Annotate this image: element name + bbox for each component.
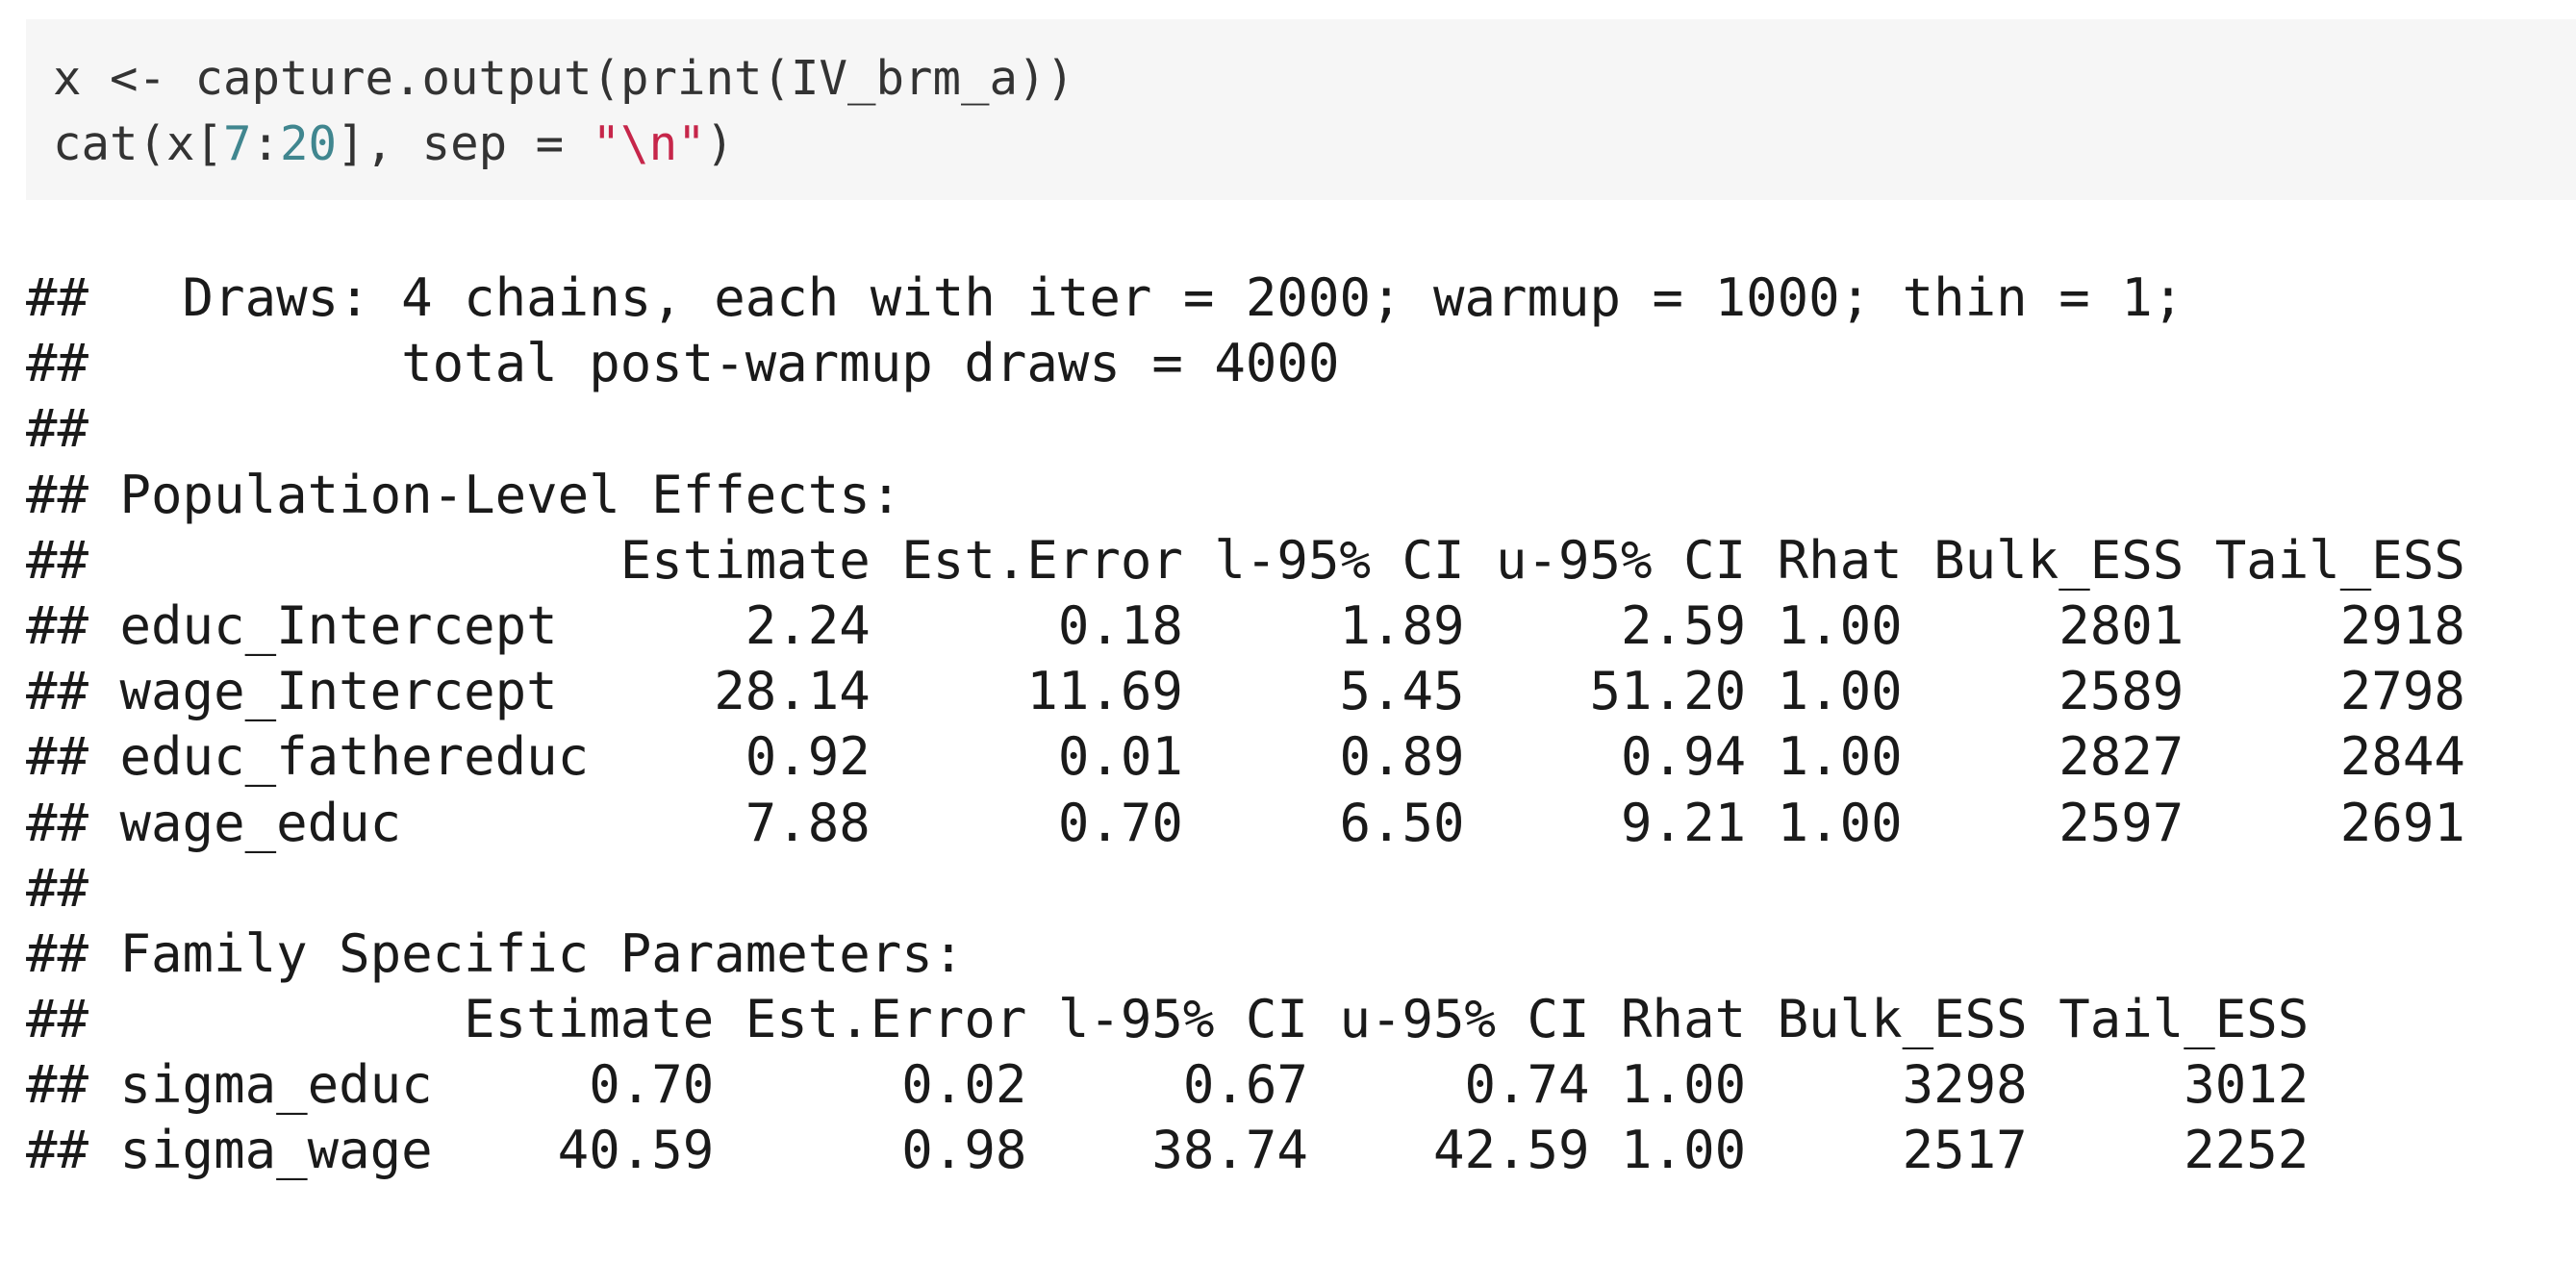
output-table-row: ## wage_educ 7.88 0.70 6.50 9.21 1.00 25… xyxy=(26,792,2465,853)
output-table-row: ## educ_Intercept 2.24 0.18 1.89 2.59 1.… xyxy=(26,594,2465,656)
code-token: ) xyxy=(705,116,735,171)
code-token: : xyxy=(251,116,281,171)
code-number-token: 20 xyxy=(280,116,338,171)
output-table-row: ## wage_Intercept 28.14 11.69 5.45 51.20… xyxy=(26,661,2465,722)
output-line: ## total post-warmup draws = 4000 xyxy=(26,333,1340,394)
output-line: ## Draws: 4 chains, each with iter = 200… xyxy=(26,267,2185,328)
output-table-row: ## sigma_wage 40.59 0.98 38.74 42.59 1.0… xyxy=(26,1120,2310,1181)
output-line: ## xyxy=(26,398,89,460)
console-output: ## Draws: 4 chains, each with iter = 200… xyxy=(26,265,2576,1184)
code-line-2: cat(x[7:20], sep = "\n") xyxy=(53,112,2576,177)
code-string-token: "\n" xyxy=(592,116,706,171)
code-number-token: 7 xyxy=(223,116,252,171)
output-line: ## Family Specific Parameters: xyxy=(26,922,965,984)
code-token: ], sep = xyxy=(337,116,593,171)
output-table-header: ## Estimate Est.Error l-95% CI u-95% CI … xyxy=(26,529,2465,591)
code-block: x <- capture.output(print(IV_brm_a)) cat… xyxy=(26,19,2576,200)
code-line-1: x <- capture.output(print(IV_brm_a)) xyxy=(53,46,2576,112)
output-line: ## xyxy=(26,857,89,919)
output-table-header: ## Estimate Est.Error l-95% CI u-95% CI … xyxy=(26,989,2310,1050)
output-line: ## Population-Level Effects: xyxy=(26,464,902,525)
code-token: x <- capture.output(print(IV_brm_a)) xyxy=(53,51,1075,106)
code-token: cat(x[ xyxy=(53,116,224,171)
output-table-row: ## educ_fathereduc 0.92 0.01 0.89 0.94 1… xyxy=(26,726,2465,788)
output-table-row: ## sigma_educ 0.70 0.02 0.67 0.74 1.00 3… xyxy=(26,1054,2310,1116)
